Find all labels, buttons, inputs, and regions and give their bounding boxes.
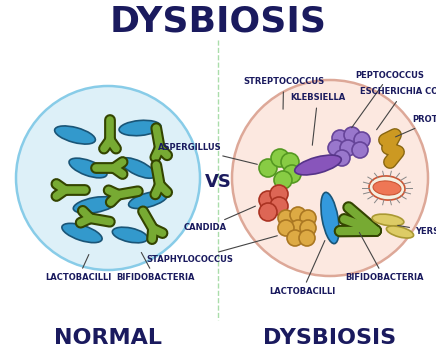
Text: YERSINIA: YERSINIA xyxy=(398,225,436,237)
Text: KLEBSIELLA: KLEBSIELLA xyxy=(290,94,345,145)
Ellipse shape xyxy=(62,223,102,243)
Text: PEPTOCOCCUS: PEPTOCOCCUS xyxy=(351,71,424,128)
Ellipse shape xyxy=(73,197,117,213)
Text: DYSBIOSIS: DYSBIOSIS xyxy=(109,5,327,39)
Ellipse shape xyxy=(386,226,414,238)
Ellipse shape xyxy=(321,192,339,244)
Ellipse shape xyxy=(259,191,277,209)
Text: ASPERGILLUS: ASPERGILLUS xyxy=(158,144,257,165)
Ellipse shape xyxy=(372,214,404,226)
Ellipse shape xyxy=(287,230,303,246)
Ellipse shape xyxy=(112,227,148,243)
Ellipse shape xyxy=(295,155,341,175)
Ellipse shape xyxy=(232,80,428,276)
Ellipse shape xyxy=(334,150,350,166)
Ellipse shape xyxy=(290,207,306,223)
Ellipse shape xyxy=(278,210,294,226)
Ellipse shape xyxy=(290,220,306,236)
Text: VS: VS xyxy=(204,173,232,191)
Text: STAPHYLOCOCCUS: STAPHYLOCOCCUS xyxy=(146,236,277,265)
Ellipse shape xyxy=(373,181,401,195)
Ellipse shape xyxy=(259,159,277,177)
Ellipse shape xyxy=(274,171,292,189)
Text: BIFIDOBACTERIA: BIFIDOBACTERIA xyxy=(116,252,194,283)
Text: LACTOBACILLI: LACTOBACILLI xyxy=(269,240,335,297)
Ellipse shape xyxy=(332,130,348,146)
Text: PROTEUS: PROTEUS xyxy=(395,116,436,137)
Ellipse shape xyxy=(369,176,405,200)
Ellipse shape xyxy=(120,158,156,178)
Ellipse shape xyxy=(119,120,161,136)
Ellipse shape xyxy=(281,153,299,171)
Text: ESCHERICHIA COLI: ESCHERICHIA COLI xyxy=(360,87,436,130)
Ellipse shape xyxy=(328,140,344,156)
Text: DYSBIOSIS: DYSBIOSIS xyxy=(263,328,397,348)
Text: BIFIDOBACTERIA: BIFIDOBACTERIA xyxy=(345,233,423,283)
Ellipse shape xyxy=(259,203,277,221)
Text: LACTOBACILLI: LACTOBACILLI xyxy=(45,255,111,283)
Text: STREPTOCOCCUS: STREPTOCOCCUS xyxy=(243,77,324,109)
Ellipse shape xyxy=(129,192,167,208)
Ellipse shape xyxy=(354,132,370,148)
Ellipse shape xyxy=(283,165,301,183)
Ellipse shape xyxy=(270,197,288,215)
Ellipse shape xyxy=(344,127,360,143)
Text: CANDIDA: CANDIDA xyxy=(184,206,255,233)
Ellipse shape xyxy=(278,220,294,236)
Text: NORMAL: NORMAL xyxy=(54,328,162,348)
Ellipse shape xyxy=(300,210,316,226)
Ellipse shape xyxy=(16,86,200,270)
Ellipse shape xyxy=(352,142,368,158)
Ellipse shape xyxy=(270,185,288,203)
Ellipse shape xyxy=(54,126,95,144)
Ellipse shape xyxy=(300,220,316,236)
Ellipse shape xyxy=(271,149,289,167)
Ellipse shape xyxy=(299,230,315,246)
Ellipse shape xyxy=(69,158,107,178)
Ellipse shape xyxy=(340,140,356,156)
